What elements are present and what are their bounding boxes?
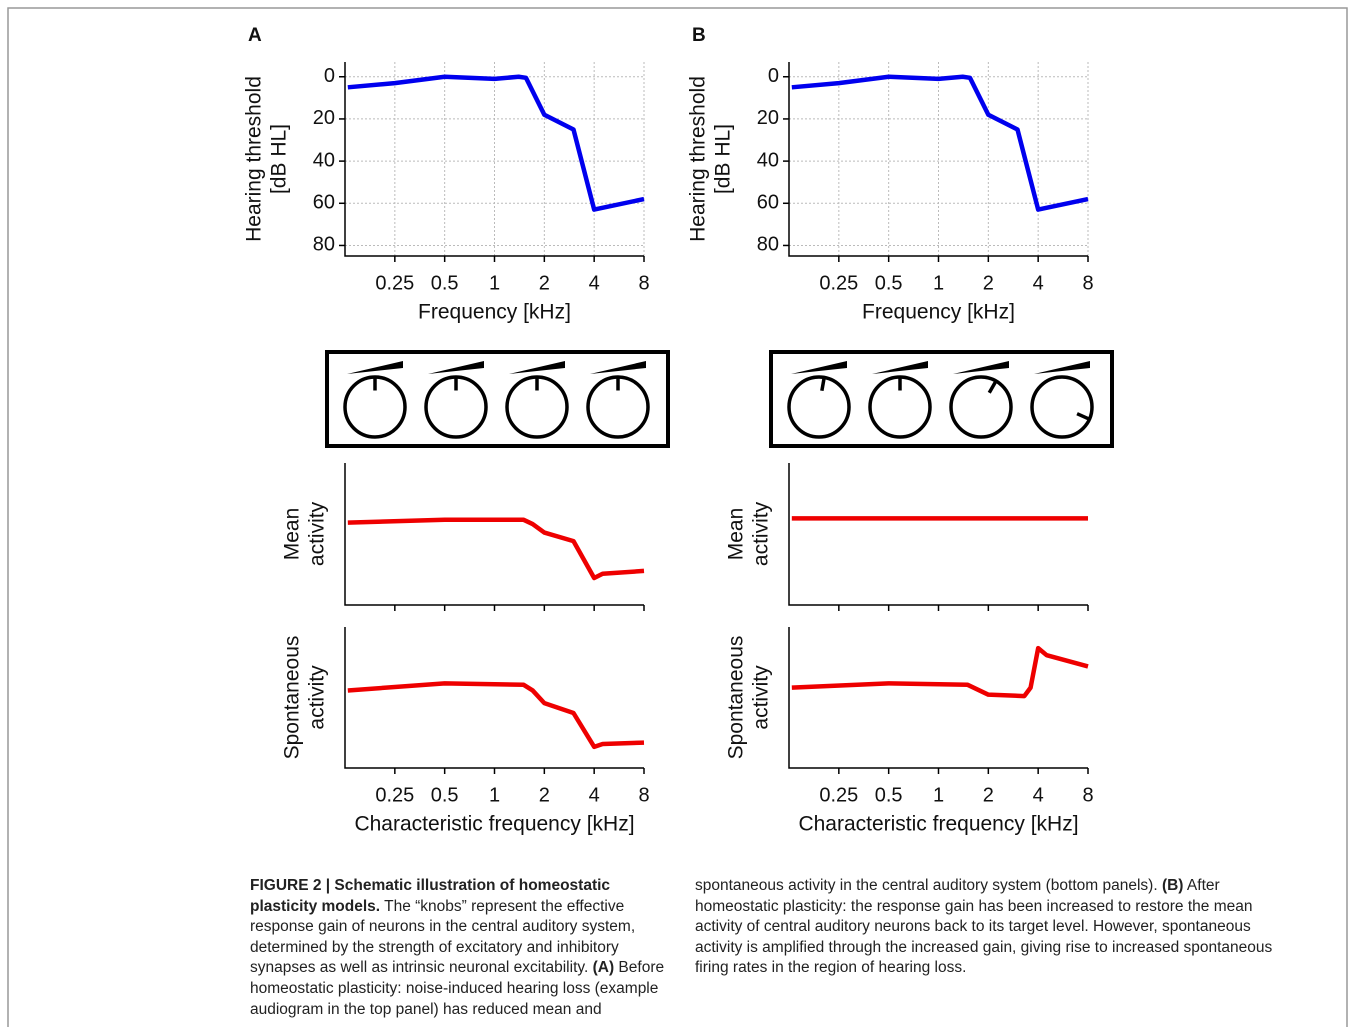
x-tick-label: 4	[1033, 272, 1044, 294]
data-line	[347, 681, 645, 750]
y-tick-label: 40	[757, 149, 779, 171]
axis-spine	[344, 627, 644, 769]
x-tick-label: 0.5	[875, 784, 903, 806]
axis-spine	[344, 463, 644, 606]
y-axis-label: Hearing threshold	[243, 76, 266, 242]
y-axis-label: Spontaneous	[725, 636, 748, 760]
y-axis-label: activity	[306, 501, 329, 566]
knob-wedge	[509, 361, 565, 374]
x-tick-label: 0.25	[375, 784, 414, 806]
knob-wedge	[953, 361, 1009, 374]
x-tick-label: 4	[589, 784, 600, 806]
figure-frame	[7, 7, 1348, 1027]
x-tick-label: 0.5	[875, 272, 903, 294]
x-axis-label: Frequency [kHz]	[418, 301, 571, 324]
caption-text: The “knobs” represent the effective resp…	[250, 897, 636, 977]
y-axis-label: activity	[306, 665, 329, 730]
knob-pointer	[987, 380, 998, 394]
caption-text: After homeostatic plasticity: the respon…	[695, 877, 1273, 977]
x-tick-label: 2	[539, 784, 550, 806]
data-line	[791, 74, 1089, 212]
knob-wedge	[347, 361, 403, 374]
y-tick-label: 80	[313, 234, 335, 256]
knob	[787, 375, 851, 439]
x-tick-label: 0.5	[431, 784, 459, 806]
data-line	[347, 74, 645, 212]
y-axis-label: Mean	[725, 508, 748, 561]
y-tick-label: 60	[757, 192, 779, 214]
x-tick-label: 0.25	[375, 272, 414, 294]
knob-wedge	[590, 361, 646, 374]
knob-pointer	[820, 377, 826, 392]
data-line	[347, 517, 645, 581]
axis-spine	[344, 62, 644, 257]
caption-text: Before homeostatic plasticity: noise-ind…	[250, 959, 665, 1018]
axis-spine	[788, 627, 1088, 769]
x-tick-label: 2	[539, 272, 550, 294]
knob-wedge	[872, 361, 928, 374]
knob	[949, 375, 1013, 439]
y-axis-label: [dB HL]	[712, 124, 735, 194]
x-tick-label: 1	[933, 784, 944, 806]
caption-text: (B)	[1161, 877, 1184, 894]
panel-label: A	[248, 25, 262, 46]
panel-label: B	[692, 25, 706, 46]
y-axis-label: [dB HL]	[268, 124, 291, 194]
x-tick-label: 0.25	[819, 272, 858, 294]
knob-boxes	[325, 350, 1114, 448]
x-tick-label: 2	[983, 784, 994, 806]
x-tick-label: 8	[638, 272, 649, 294]
knob-wedge	[1034, 361, 1090, 374]
x-tick-label: 0.25	[819, 784, 858, 806]
x-tick-label: 4	[1033, 784, 1044, 806]
x-axis-label: Characteristic frequency [kHz]	[354, 813, 634, 836]
axis-spine	[788, 463, 1088, 606]
y-tick-label: 0	[768, 65, 779, 87]
y-tick-label: 40	[313, 149, 335, 171]
caption-text: (A)	[592, 959, 615, 977]
x-tick-label: 4	[589, 272, 600, 294]
x-tick-label: 8	[1082, 784, 1093, 806]
x-tick-label: 0.5	[431, 272, 459, 294]
knob-pointer	[1076, 412, 1091, 421]
knob-box	[769, 350, 1114, 448]
knob-wedge	[428, 361, 484, 374]
y-tick-label: 0	[324, 65, 335, 87]
y-axis-label: Hearing threshold	[687, 76, 710, 242]
y-tick-label: 20	[757, 107, 779, 129]
data-line	[791, 645, 1089, 699]
y-tick-label: 80	[757, 234, 779, 256]
knob-box	[325, 350, 670, 448]
caption-right: spontaneous activity in the central audi…	[695, 876, 1295, 979]
y-axis-label: activity	[750, 665, 773, 730]
x-axis-label: Characteristic frequency [kHz]	[798, 813, 1078, 836]
x-tick-label: 1	[489, 272, 500, 294]
x-tick-label: 8	[1082, 272, 1093, 294]
caption-text: spontaneous activity in the central audi…	[695, 877, 1162, 894]
x-axis-label: Frequency [kHz]	[862, 301, 1015, 324]
caption-text: FIGURE 2 | Schematic illustration of hom…	[250, 877, 611, 915]
y-tick-label: 20	[313, 107, 335, 129]
x-tick-label: 8	[638, 784, 649, 806]
x-tick-label: 1	[489, 784, 500, 806]
y-axis-label: activity	[750, 501, 773, 566]
knob	[1030, 375, 1094, 439]
y-axis-label: Mean	[281, 508, 304, 561]
x-tick-label: 1	[933, 272, 944, 294]
caption-left: FIGURE 2 | Schematic illustration of hom…	[250, 876, 680, 1020]
axis-spine	[788, 62, 1088, 257]
y-axis-label: Spontaneous	[281, 636, 304, 760]
y-tick-label: 60	[313, 192, 335, 214]
x-tick-label: 2	[983, 272, 994, 294]
knob-wedge	[791, 361, 847, 374]
